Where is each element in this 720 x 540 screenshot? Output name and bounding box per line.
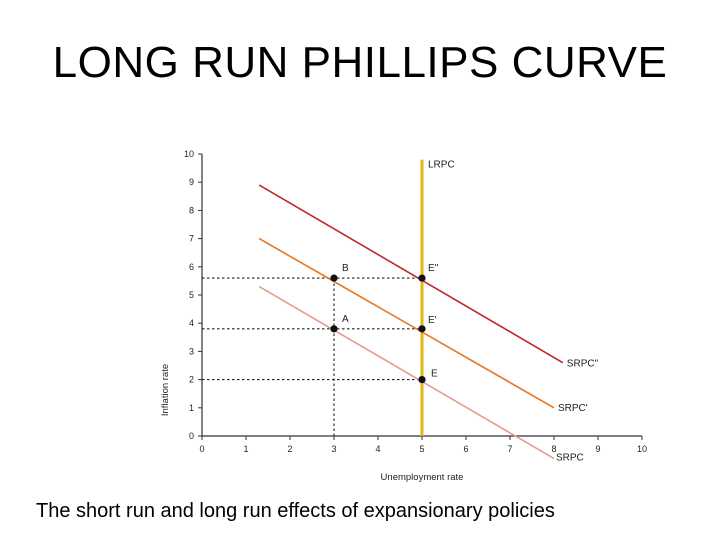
equilibrium-point (418, 274, 426, 282)
y-tick-label: 10 (184, 149, 194, 159)
x-tick-label: 4 (375, 444, 380, 454)
series-label: SRPC' (558, 403, 588, 414)
equilibrium-point (418, 376, 426, 384)
x-tick-label: 8 (551, 444, 556, 454)
series-label: SRPC" (567, 359, 599, 370)
slide-title: LONG RUN PHILLIPS CURVE (52, 38, 668, 87)
series-label: LRPC (428, 160, 455, 171)
equilibrium-point (330, 325, 338, 333)
equilibrium-point (330, 274, 338, 282)
x-tick-label: 10 (637, 444, 647, 454)
x-tick-label: 3 (331, 444, 336, 454)
x-tick-label: 5 (419, 444, 424, 454)
point-label: E' (428, 315, 437, 326)
series-line (258, 184, 564, 364)
point-label: E'' (428, 263, 439, 274)
series-line (258, 285, 555, 460)
y-tick-label: 0 (189, 431, 194, 441)
equilibrium-point (418, 325, 426, 333)
x-axis-title: Unemployment rate (381, 472, 464, 483)
x-tick-label: 2 (287, 444, 292, 454)
slide-caption: The short run and long run effects of ex… (36, 500, 555, 522)
series-line (258, 237, 555, 409)
x-tick-label: 7 (507, 444, 512, 454)
x-tick-label: 9 (595, 444, 600, 454)
y-tick-label: 6 (189, 262, 194, 272)
point-label: A (342, 314, 349, 325)
x-tick-label: 6 (463, 444, 468, 454)
x-tick-label: 0 (199, 444, 204, 454)
y-tick-label: 7 (189, 234, 194, 244)
y-tick-label: 1 (189, 403, 194, 413)
phillips-chart: 0 1 2 3 4 5 6 7 8 9 10 0 1 2 3 4 5 6 7 8 9 10 Unemployment rat… (150, 140, 660, 483)
y-tick-label: 8 (189, 205, 194, 215)
y-tick-label: 3 (189, 346, 194, 356)
y-axis-title: Inflation rate (160, 364, 171, 416)
y-tick-label: 5 (189, 290, 194, 300)
y-tick-label: 2 (189, 375, 194, 385)
series-label: SRPC (556, 453, 584, 464)
phillips-chart-svg: 0 1 2 3 4 5 6 7 8 9 10 0 1 2 3 4 5 6 7 8 9 10 Unemployment rat… (160, 149, 647, 483)
point-label: E (431, 369, 438, 380)
y-tick-label: 9 (189, 177, 194, 187)
x-tick-label: 1 (243, 444, 248, 454)
point-label: B (342, 263, 349, 274)
y-tick-label: 4 (189, 318, 194, 328)
